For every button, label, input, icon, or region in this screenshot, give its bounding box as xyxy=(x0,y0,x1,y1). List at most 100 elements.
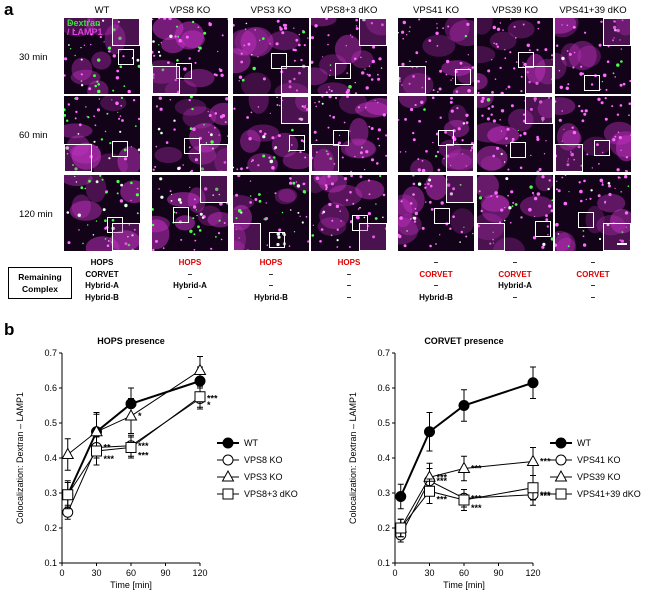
y-axis-label: Colocalization: Dextran – LAMP1 xyxy=(348,392,358,524)
y-tick-label: 0.1 xyxy=(44,558,57,568)
table-cell: – xyxy=(187,292,193,302)
zoom-inset xyxy=(281,66,309,94)
table-cell: – xyxy=(187,269,193,279)
table-column: – CORVET – Hybrid-B xyxy=(398,257,474,303)
roi-box xyxy=(107,217,123,233)
table-cell: Hybrid-B xyxy=(254,292,288,302)
legend-label: VPS3 KO xyxy=(244,472,283,482)
y-tick-label: 0.3 xyxy=(377,488,390,498)
significance-label: *** xyxy=(437,472,448,482)
significance-label: *** xyxy=(437,494,448,504)
legend-marker xyxy=(222,454,234,466)
column-label: VPS8+3 dKO xyxy=(320,5,378,16)
data-point xyxy=(458,400,470,411)
x-tick-label: 30 xyxy=(424,568,434,578)
zoom-inset xyxy=(603,223,631,251)
table-row-label: CORVET xyxy=(85,269,119,279)
y-tick-label: 0.4 xyxy=(44,453,57,463)
table-row-label: HOPS xyxy=(90,258,114,267)
y-tick-label: 0.4 xyxy=(377,453,390,463)
table-cell: – xyxy=(346,269,352,279)
zoom-inset xyxy=(152,66,180,94)
roi-box xyxy=(333,130,349,146)
zoom-inset xyxy=(525,96,553,124)
micrograph-tile xyxy=(398,175,474,251)
roi-box xyxy=(535,221,551,237)
data-point xyxy=(62,489,74,501)
table-cell: CORVET xyxy=(498,269,532,279)
roi-box xyxy=(335,63,351,79)
significance-label: *** xyxy=(471,503,482,513)
roi-box xyxy=(455,69,471,85)
significance-label: *** xyxy=(540,457,551,467)
zoom-inset xyxy=(112,223,140,251)
table-cell: Hybrid-A xyxy=(173,281,207,290)
micrograph-tile xyxy=(311,96,387,172)
column-label: VPS39 KO xyxy=(492,5,538,16)
x-axis-label: Time [min] xyxy=(443,580,485,590)
table-cell: CORVET xyxy=(419,269,453,279)
column-label: VPS8 KO xyxy=(169,5,211,16)
y-tick-label: 0.2 xyxy=(377,523,390,533)
y-tick-label: 0.7 xyxy=(44,348,57,358)
table-row-label: Hybrid-B xyxy=(85,292,119,302)
data-point xyxy=(458,494,470,506)
micrograph-tile xyxy=(152,175,228,251)
zoom-inset xyxy=(112,18,140,46)
significance-label: *** xyxy=(471,464,482,474)
zoom-inset xyxy=(233,223,261,251)
x-tick-label: 120 xyxy=(192,568,207,578)
x-tick-label: 60 xyxy=(459,568,469,578)
legend-marker xyxy=(555,454,567,466)
lamp1-label: / LAMP1 xyxy=(67,27,103,37)
table-cell: – xyxy=(512,258,518,267)
y-tick-label: 0.2 xyxy=(44,523,57,533)
micrograph-tile xyxy=(555,175,631,251)
series-line xyxy=(399,381,534,497)
data-point xyxy=(395,491,407,502)
data-point xyxy=(527,482,539,494)
series-line xyxy=(400,487,534,529)
data-point xyxy=(125,442,137,453)
significance-label: *** xyxy=(138,441,149,451)
legend-marker xyxy=(222,488,234,500)
roi-box xyxy=(289,135,305,151)
micrograph-tile xyxy=(477,18,553,94)
table-column: – CORVET – – xyxy=(555,257,631,303)
table-row-label: Hybrid-A xyxy=(85,281,119,290)
roi-box xyxy=(173,207,189,223)
legend-label: VPS41+39 dKO xyxy=(577,489,641,499)
significance-label: *** xyxy=(540,490,551,500)
y-tick-label: 0.5 xyxy=(377,418,390,428)
table-cell: – xyxy=(433,258,439,267)
data-point xyxy=(193,363,207,375)
roi-box xyxy=(271,53,287,69)
legend-label: WT xyxy=(577,438,591,448)
significance-label: * xyxy=(138,411,142,421)
data-point xyxy=(526,454,540,466)
table-cell: – xyxy=(590,292,596,302)
micrograph-tile xyxy=(64,175,140,251)
zoom-inset xyxy=(555,144,583,172)
row-label: 120 min xyxy=(19,209,53,220)
roi-box xyxy=(510,142,526,158)
micrograph-tile xyxy=(64,18,140,94)
x-tick-label: 0 xyxy=(392,568,397,578)
column-label: VPS3 KO xyxy=(250,5,292,16)
scale-bar xyxy=(617,243,627,245)
significance-label: *** xyxy=(437,476,448,486)
table-cell: – xyxy=(346,292,352,302)
chart-title: HOPS presence xyxy=(97,336,165,346)
legend-marker xyxy=(221,469,235,482)
data-point xyxy=(194,391,206,403)
table-cell: HOPS xyxy=(259,258,283,267)
legend-label: VPS41 KO xyxy=(577,455,621,465)
micrograph-tile xyxy=(233,96,309,172)
table-cell: – xyxy=(268,269,274,279)
column-label: VPS41 KO xyxy=(413,5,459,16)
legend-marker xyxy=(554,469,568,482)
micrograph-tile xyxy=(555,96,631,172)
table-cell: – xyxy=(590,281,596,290)
roi-box xyxy=(578,212,594,228)
remaining-complex-box: Remaining Complex xyxy=(8,267,72,299)
